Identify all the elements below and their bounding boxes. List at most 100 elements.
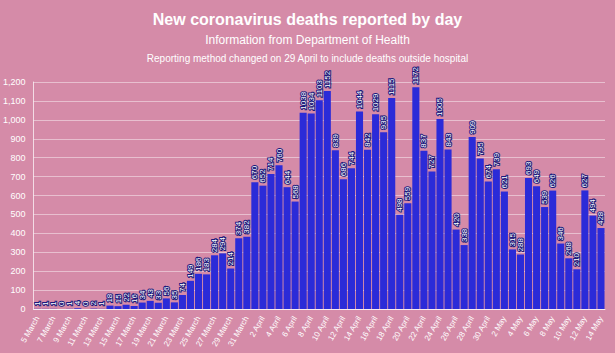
svg-text:428: 428 bbox=[596, 211, 605, 225]
svg-text:795: 795 bbox=[476, 142, 485, 156]
svg-text:14 April: 14 April bbox=[342, 314, 364, 343]
svg-text:1044: 1044 bbox=[355, 90, 364, 108]
svg-text:22: 22 bbox=[121, 292, 131, 302]
svg-text:568: 568 bbox=[291, 185, 300, 199]
svg-text:34: 34 bbox=[137, 290, 147, 300]
svg-text:14 May: 14 May bbox=[584, 315, 605, 342]
svg-text:18 April: 18 April bbox=[374, 314, 396, 343]
svg-text:0: 0 bbox=[21, 304, 26, 314]
svg-text:1005: 1005 bbox=[435, 98, 444, 116]
svg-text:382: 382 bbox=[242, 220, 251, 234]
svg-text:539: 539 bbox=[540, 190, 549, 204]
svg-text:9 March: 9 March bbox=[51, 314, 74, 345]
svg-text:6 April: 6 April bbox=[280, 314, 299, 339]
svg-text:35: 35 bbox=[169, 290, 179, 300]
svg-text:652: 652 bbox=[258, 169, 268, 183]
svg-text:494: 494 bbox=[588, 199, 597, 213]
svg-text:12 April: 12 April bbox=[326, 314, 348, 343]
svg-text:74: 74 bbox=[178, 283, 187, 292]
svg-text:600: 600 bbox=[10, 191, 25, 201]
svg-text:200: 200 bbox=[10, 266, 25, 276]
svg-text:100: 100 bbox=[10, 285, 25, 295]
svg-text:33: 33 bbox=[153, 290, 163, 300]
svg-text:18: 18 bbox=[105, 293, 115, 303]
svg-text:294: 294 bbox=[218, 236, 227, 250]
svg-text:644: 644 bbox=[283, 170, 292, 184]
svg-text:744: 744 bbox=[347, 151, 356, 165]
svg-text:420: 420 bbox=[452, 213, 461, 227]
svg-text:15: 15 bbox=[113, 294, 123, 304]
svg-text:400: 400 bbox=[10, 228, 25, 238]
svg-text:1172: 1172 bbox=[411, 67, 420, 85]
svg-text:24 April: 24 April bbox=[422, 314, 444, 343]
svg-text:670: 670 bbox=[250, 165, 260, 180]
svg-text:649: 649 bbox=[532, 169, 541, 183]
svg-text:27 March: 27 March bbox=[194, 314, 219, 349]
svg-text:17 March: 17 March bbox=[113, 314, 138, 349]
svg-text:700: 700 bbox=[10, 172, 25, 182]
svg-text:214: 214 bbox=[226, 252, 235, 266]
svg-text:760: 760 bbox=[275, 148, 284, 162]
svg-text:25 March: 25 March bbox=[178, 314, 203, 349]
svg-text:5 March: 5 March bbox=[19, 314, 42, 345]
svg-text:909: 909 bbox=[468, 120, 477, 134]
svg-text:4 April: 4 April bbox=[264, 314, 283, 339]
svg-text:1,000: 1,000 bbox=[3, 115, 26, 125]
svg-text:1115: 1115 bbox=[387, 78, 396, 95]
svg-text:338: 338 bbox=[460, 228, 469, 242]
svg-text:2 May: 2 May bbox=[489, 314, 509, 339]
svg-text:900: 900 bbox=[10, 134, 25, 144]
svg-text:739: 739 bbox=[492, 152, 501, 166]
svg-text:6 May: 6 May bbox=[521, 314, 541, 339]
svg-text:31 March: 31 March bbox=[226, 315, 250, 348]
svg-text:559: 559 bbox=[403, 186, 412, 200]
svg-text:288: 288 bbox=[516, 238, 525, 252]
svg-text:1,200: 1,200 bbox=[3, 77, 26, 87]
svg-text:10 April: 10 April bbox=[310, 314, 332, 343]
svg-text:30 April: 30 April bbox=[471, 315, 492, 343]
svg-text:Information from Department of: Information from Department of Health bbox=[205, 33, 410, 47]
svg-text:56: 56 bbox=[161, 286, 171, 296]
svg-text:1,100: 1,100 bbox=[3, 96, 26, 106]
svg-text:28 April: 28 April bbox=[455, 314, 477, 343]
svg-text:13 March: 13 March bbox=[81, 314, 106, 349]
svg-text:837: 837 bbox=[419, 134, 428, 148]
svg-text:210: 210 bbox=[572, 252, 581, 266]
svg-text:842: 842 bbox=[363, 133, 372, 147]
svg-text:839: 839 bbox=[331, 133, 340, 147]
svg-text:21 March: 21 March bbox=[145, 314, 171, 349]
svg-text:500: 500 bbox=[10, 209, 25, 219]
svg-text:627: 627 bbox=[580, 173, 589, 187]
svg-text:8 May: 8 May bbox=[537, 314, 557, 339]
svg-text:Reporting method changed on 29: Reporting method changed on 29 April to … bbox=[147, 53, 468, 64]
svg-text:1029: 1029 bbox=[371, 93, 380, 111]
svg-text:20 April: 20 April bbox=[390, 314, 412, 343]
svg-text:11 March: 11 March bbox=[65, 314, 90, 348]
svg-text:284: 284 bbox=[210, 238, 220, 253]
svg-text:15 March: 15 March bbox=[97, 314, 122, 349]
svg-text:346: 346 bbox=[556, 227, 565, 241]
svg-text:843: 843 bbox=[444, 133, 453, 147]
svg-text:23 March: 23 March bbox=[161, 314, 187, 349]
svg-text:22 April: 22 April bbox=[406, 314, 428, 343]
svg-text:19 March: 19 March bbox=[129, 314, 155, 349]
svg-text:12 May: 12 May bbox=[567, 314, 589, 342]
svg-text:16 April: 16 April bbox=[358, 314, 380, 343]
svg-text:2 April: 2 April bbox=[247, 314, 267, 339]
svg-text:183: 183 bbox=[202, 257, 211, 271]
svg-text:626: 626 bbox=[548, 174, 557, 188]
svg-text:935: 935 bbox=[379, 115, 388, 129]
svg-text:727: 727 bbox=[427, 155, 436, 169]
svg-text:10 May: 10 May bbox=[551, 314, 573, 342]
svg-text:4 May: 4 May bbox=[505, 314, 525, 339]
svg-text:621: 621 bbox=[500, 175, 509, 189]
svg-text:800: 800 bbox=[10, 153, 25, 163]
svg-text:374: 374 bbox=[234, 221, 244, 236]
svg-text:7 March: 7 March bbox=[35, 314, 58, 345]
svg-text:New coronavirus deaths reporte: New coronavirus deaths reported by day bbox=[153, 11, 463, 28]
svg-text:26 April: 26 April bbox=[438, 314, 460, 343]
svg-text:29 March: 29 March bbox=[210, 314, 235, 349]
svg-text:8 April: 8 April bbox=[296, 314, 316, 339]
svg-text:300: 300 bbox=[10, 247, 25, 257]
svg-text:1152: 1152 bbox=[323, 70, 332, 88]
